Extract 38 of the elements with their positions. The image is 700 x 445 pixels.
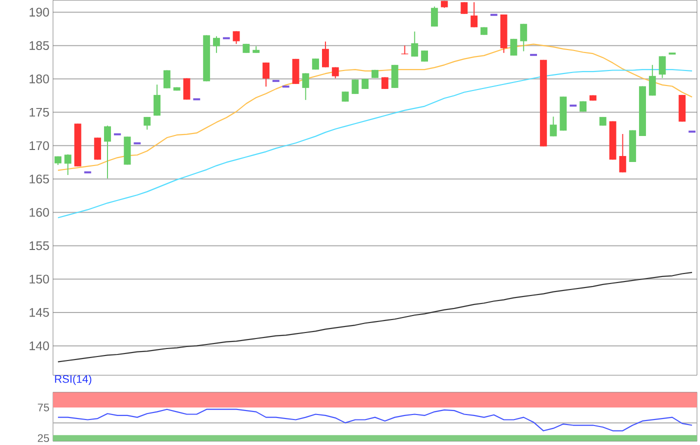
candlestick <box>322 40 329 68</box>
y-tick-label: 175 <box>30 108 49 116</box>
candlestick <box>352 78 359 94</box>
candlestick <box>550 116 557 137</box>
candlestick <box>658 56 666 78</box>
y-tick-label: 190 <box>30 8 49 16</box>
y-tick-label: 180 <box>30 74 49 84</box>
candlestick <box>154 84 161 116</box>
candlestick <box>648 64 656 96</box>
candlestick <box>213 36 220 54</box>
candlestick <box>460 2 468 14</box>
candlestick <box>262 62 270 87</box>
line-series <box>57 272 693 362</box>
candlestick <box>104 124 111 179</box>
y-tick-label: 145 <box>30 308 49 317</box>
candlestick <box>144 116 151 130</box>
chart-title: RSI(14) <box>55 374 92 385</box>
candlestick <box>619 133 626 173</box>
y-tick-label: 160 <box>30 208 49 217</box>
candlestick <box>163 70 170 89</box>
y-tick-label: 165 <box>30 174 49 184</box>
y-tick-label: 150 <box>30 274 49 284</box>
candlestick <box>64 154 72 176</box>
y-tick-label: 25 <box>38 434 50 442</box>
y-tick-label: 155 <box>30 241 49 250</box>
y-tick-label: 170 <box>30 141 49 150</box>
candlestick <box>510 38 518 56</box>
candlestick <box>302 72 310 100</box>
y-tick-label: 185 <box>30 41 49 50</box>
y-tick-label: 75 <box>38 404 50 412</box>
candlestick <box>411 30 418 57</box>
candlestick <box>430 6 438 27</box>
candlestick <box>232 30 240 44</box>
candlestick <box>520 23 528 52</box>
candlestick <box>183 78 190 100</box>
candlestick <box>391 64 398 88</box>
candlestick <box>470 2 478 28</box>
y-tick-label: 140 <box>30 341 49 350</box>
